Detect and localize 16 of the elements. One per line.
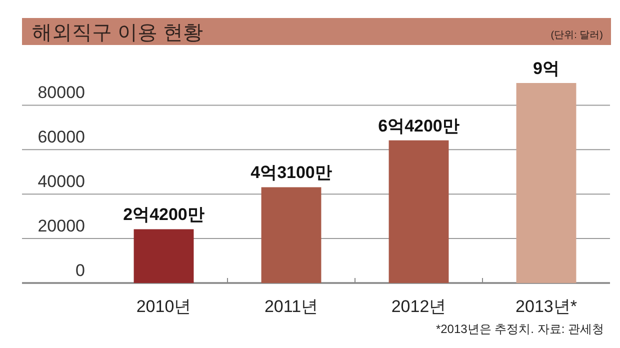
annotation: 6억4200만 (378, 116, 460, 136)
y-tick-label: 40000 (38, 172, 85, 192)
annotation: 2억4200만 (123, 205, 204, 224)
x-tick-label: 2013년* (516, 297, 578, 316)
annotation: 4억3100만 (250, 163, 332, 182)
y-tick-label: 60000 (38, 128, 85, 147)
x-tick-label: 2012년 (391, 297, 446, 316)
chart-title: 해외직구 이용 현황 (32, 22, 204, 44)
y-tick-label: 0 (76, 261, 85, 280)
annotation: 9억 (533, 59, 560, 78)
y-tick-label: 80000 (38, 83, 85, 102)
x-tick-label: 2010년 (136, 297, 192, 316)
chart-subtitle: (단위: 달러) (550, 30, 603, 41)
x-tick-label: 2011년 (264, 297, 318, 316)
text: *2013년은 추정치. 자료: 관세청 (436, 322, 604, 336)
y-tick-label: 20000 (38, 216, 85, 236)
